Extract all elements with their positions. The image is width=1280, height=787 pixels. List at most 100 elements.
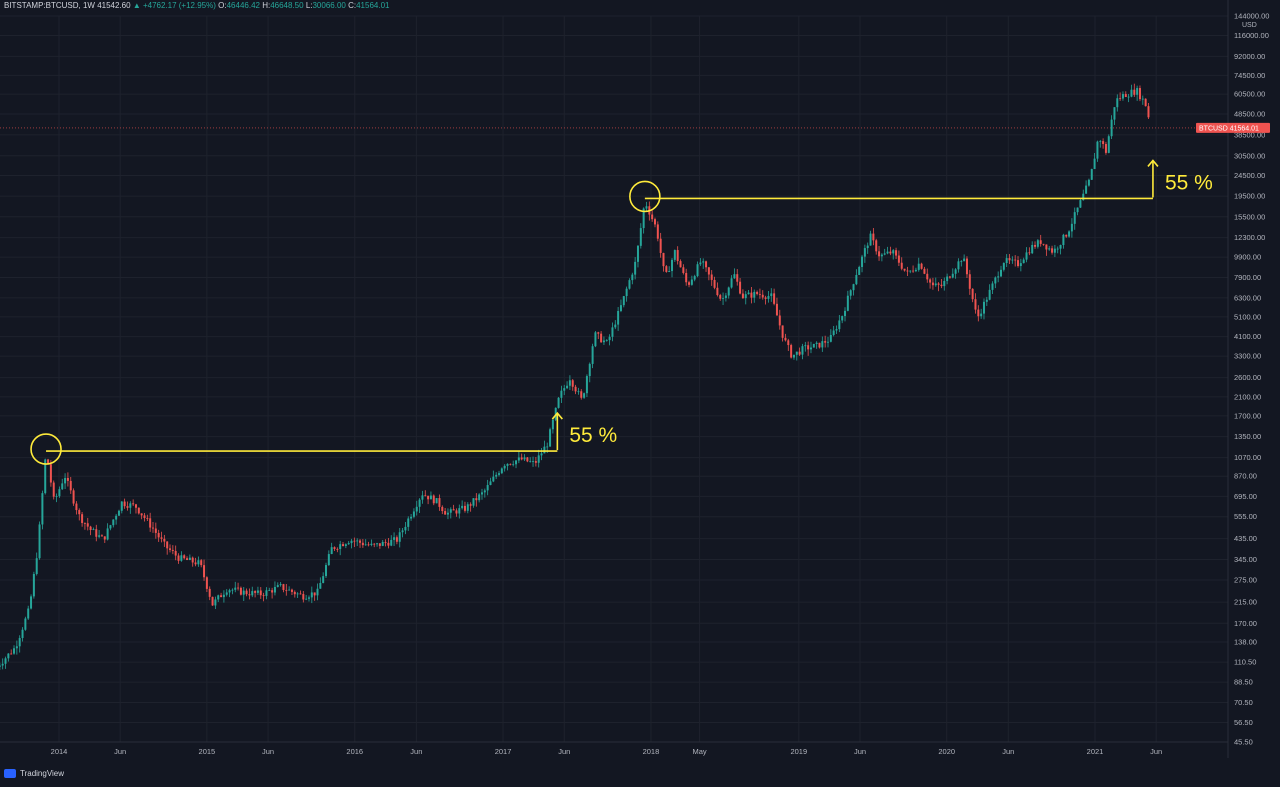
candle-body <box>736 274 739 282</box>
candle-body <box>985 299 988 302</box>
candle-body <box>965 258 968 275</box>
candle-body <box>254 591 257 593</box>
candle-body <box>262 595 265 597</box>
candle-body <box>24 618 27 630</box>
candle-body <box>974 299 977 310</box>
candle-body <box>1085 185 1088 194</box>
candle-body <box>438 498 441 507</box>
candle-body <box>775 303 778 316</box>
candle-body <box>937 283 940 285</box>
candle-body <box>1062 234 1065 246</box>
candle-body <box>92 529 95 531</box>
candle-body <box>764 297 767 299</box>
candle-body <box>489 481 492 486</box>
close-value: 41564.01 <box>356 1 390 10</box>
candle-body <box>103 536 106 540</box>
candle-body <box>353 540 356 542</box>
candle-body <box>163 538 166 542</box>
candle-body <box>968 274 971 289</box>
candle-body <box>327 554 330 566</box>
symbol-name[interactable]: BITSTAMP:BTCUSD, 1W <box>4 1 95 10</box>
candle-body <box>727 287 730 296</box>
candles <box>0 83 1150 670</box>
candle-body <box>231 589 234 591</box>
candle-body <box>926 273 929 280</box>
candle-body <box>838 320 841 330</box>
candle-body <box>656 224 659 239</box>
candle-body <box>1017 260 1020 267</box>
candle-body <box>960 261 963 263</box>
candle-body <box>804 345 807 347</box>
candle-body <box>1034 244 1037 247</box>
candle-body <box>1053 248 1056 253</box>
candle-body <box>909 270 912 272</box>
candle-body <box>622 296 625 306</box>
candle-body <box>963 258 966 262</box>
candle-body <box>594 332 597 347</box>
time-axis[interactable]: 2014 Jun 2015 Jun 2016 Jun 2017 Jun 2018 May 2019 J… <box>0 741 1228 756</box>
candle-body <box>798 351 801 355</box>
candle-body <box>1124 94 1127 97</box>
candle-body <box>245 590 248 595</box>
low-value: 30066.00 <box>312 1 346 10</box>
candle-body <box>325 565 328 577</box>
top-marker-circle <box>30 433 62 465</box>
candle-body <box>639 228 642 246</box>
candle-body <box>95 529 98 537</box>
candle-body <box>384 541 387 543</box>
x-tick-label: 2014 <box>51 747 68 756</box>
candle-body <box>997 276 1000 278</box>
candle-body <box>330 547 333 555</box>
candle-body <box>645 206 648 209</box>
candle-body <box>1127 96 1130 98</box>
candle-body <box>52 482 55 497</box>
candle-body <box>1002 262 1005 270</box>
candle-body <box>222 594 225 598</box>
y-tick-label: 48500.00 <box>1234 110 1265 119</box>
candle-body <box>861 256 864 267</box>
candle-body <box>132 503 135 505</box>
candle-body <box>21 629 24 639</box>
candle-body <box>977 309 980 317</box>
candle-body <box>475 498 478 501</box>
candle-body <box>356 540 359 542</box>
candle-body <box>849 290 852 296</box>
candle-body <box>1119 98 1122 100</box>
candle-body <box>1008 258 1011 261</box>
candle-body <box>929 279 932 283</box>
candle-body <box>934 283 937 286</box>
candle-body <box>361 542 364 546</box>
candle-body <box>293 591 296 595</box>
y-tick-label: 12300.00 <box>1234 233 1265 242</box>
branding[interactable]: TradingView <box>4 769 64 778</box>
candle-body <box>157 532 160 538</box>
candle-body <box>115 515 118 520</box>
y-tick-label: 6300.00 <box>1234 293 1261 302</box>
candle-body <box>1113 107 1116 120</box>
candle-body <box>478 494 481 501</box>
x-tick-label: 2020 <box>938 747 955 756</box>
candle-body <box>1065 234 1068 237</box>
candle-body <box>390 539 393 546</box>
candle-body <box>954 269 957 274</box>
candle-body <box>818 342 821 348</box>
candle-body <box>427 495 430 500</box>
candle-body <box>486 485 489 491</box>
x-tick-label: Jun <box>262 747 274 756</box>
candle-body <box>914 269 917 272</box>
candle-body <box>883 253 886 255</box>
candle-body <box>580 391 583 398</box>
y-tick-label: 5100.00 <box>1234 312 1261 321</box>
candle-body <box>41 493 44 525</box>
candle-body <box>733 274 736 279</box>
open-value: 46446.42 <box>226 1 260 10</box>
x-tick-label: May <box>692 747 706 756</box>
candle-body <box>100 535 103 537</box>
candle-body <box>608 336 611 341</box>
candle-body <box>912 270 915 272</box>
y-tick-label: 92000.00 <box>1234 52 1265 61</box>
candle-body <box>441 506 444 512</box>
